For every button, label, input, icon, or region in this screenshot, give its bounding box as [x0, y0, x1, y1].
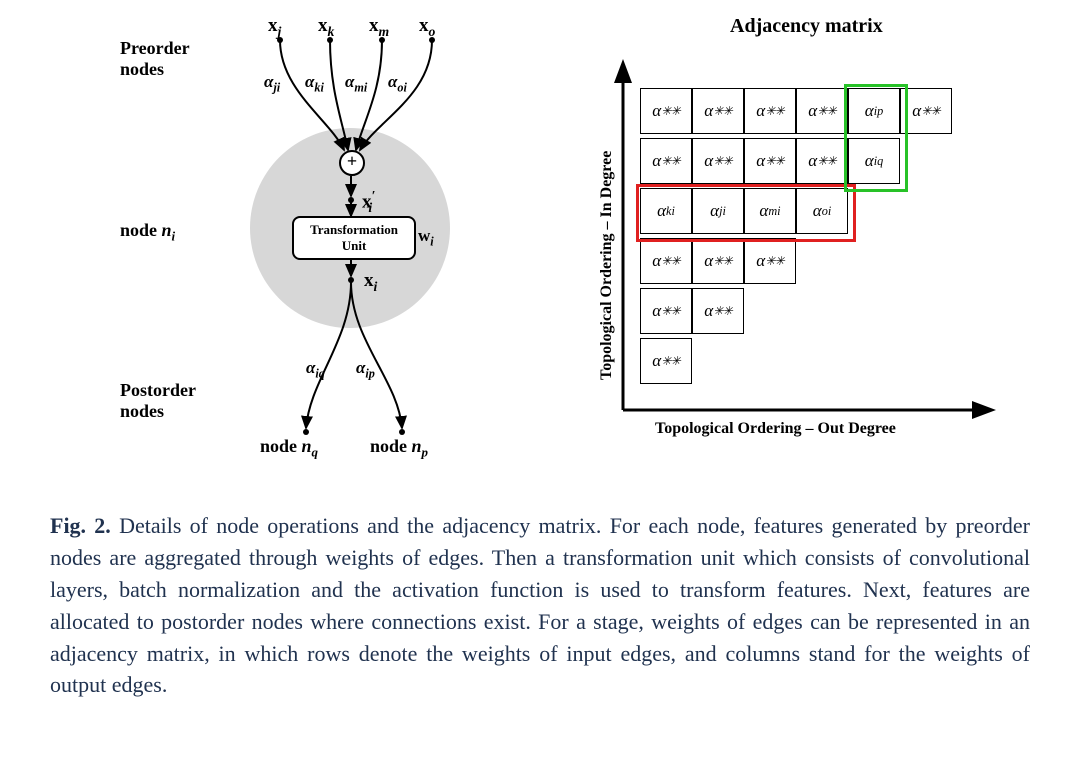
matrix-cell: α✳✳	[744, 138, 796, 184]
matrix-cell: α✳✳	[744, 88, 796, 134]
preorder-label: Preorder nodes	[120, 38, 190, 80]
matrix-cell: α✳✳	[640, 288, 692, 334]
alpha-ji: αji	[264, 72, 280, 95]
xin-m: xm	[369, 15, 389, 40]
matrix-cell: α✳✳	[640, 88, 692, 134]
plus-node: +	[339, 150, 365, 176]
figure-page: Preorder nodes node ni Postorder nodes x…	[0, 0, 1080, 759]
wi-label: wi	[418, 226, 434, 249]
matrix-cell: α✳✳	[692, 238, 744, 284]
matrix-cell: αmi	[744, 188, 796, 234]
out-node-q: node nq	[260, 436, 318, 461]
tu-text: Transformation Unit	[310, 222, 398, 253]
matrix-cell: αoi	[796, 188, 848, 234]
matrix-cell: αji	[692, 188, 744, 234]
out-node-p: node np	[370, 436, 428, 461]
x-axis-label: Topological Ordering – Out Degree	[655, 420, 896, 438]
fig-number: Fig. 2.	[50, 513, 111, 538]
matrix-cell: α✳✳	[692, 288, 744, 334]
matrix-cell: α✳✳	[900, 88, 952, 134]
matrix-cell: α✳✳	[796, 88, 848, 134]
figure-caption: Fig. 2. Details of node operations and t…	[50, 510, 1030, 701]
alpha-ip: αip	[356, 358, 375, 381]
postorder-label: Postorder nodes	[120, 380, 196, 422]
left-diagram: Preorder nodes node ni Postorder nodes x…	[120, 10, 540, 470]
y-axis-label: Topological Ordering – In Degree	[598, 60, 616, 380]
xi-out-label: xi	[364, 270, 377, 295]
alpha-ki: αki	[305, 72, 324, 95]
node-ni-sym: ni	[162, 220, 176, 240]
transformation-unit: Transformation Unit	[292, 216, 416, 260]
matrix-cell: α✳✳	[640, 338, 692, 384]
xi-prime-label: x′i	[362, 188, 379, 216]
matrix-cell: α✳✳	[640, 238, 692, 284]
alpha-iq: αiq	[306, 358, 325, 381]
matrix-cell: α✳✳	[692, 88, 744, 134]
xin-j: xj	[268, 15, 281, 40]
alpha-mi: αmi	[345, 72, 367, 95]
matrix-cell: α✳✳	[640, 138, 692, 184]
alpha-oi: αoi	[388, 72, 407, 95]
xin-k: xk	[318, 15, 334, 40]
figure-area: Preorder nodes node ni Postorder nodes x…	[0, 0, 1080, 480]
right-matrix: Adjacency matrix Topological Ordering – …	[560, 10, 1060, 470]
matrix-cell: α✳✳	[744, 238, 796, 284]
matrix-cell: α✳✳	[796, 138, 848, 184]
matrix-cell: αip	[848, 88, 900, 134]
matrix-title: Adjacency matrix	[730, 15, 883, 38]
node-word: node	[120, 220, 157, 240]
matrix-cell: αki	[640, 188, 692, 234]
node-ni-label: node ni	[120, 220, 175, 245]
axes-svg	[560, 10, 1060, 470]
caption-body: Details of node operations and the adjac…	[50, 513, 1030, 697]
xin-o: xo	[419, 15, 435, 40]
matrix-cell: α✳✳	[692, 138, 744, 184]
matrix-cell: αiq	[848, 138, 900, 184]
